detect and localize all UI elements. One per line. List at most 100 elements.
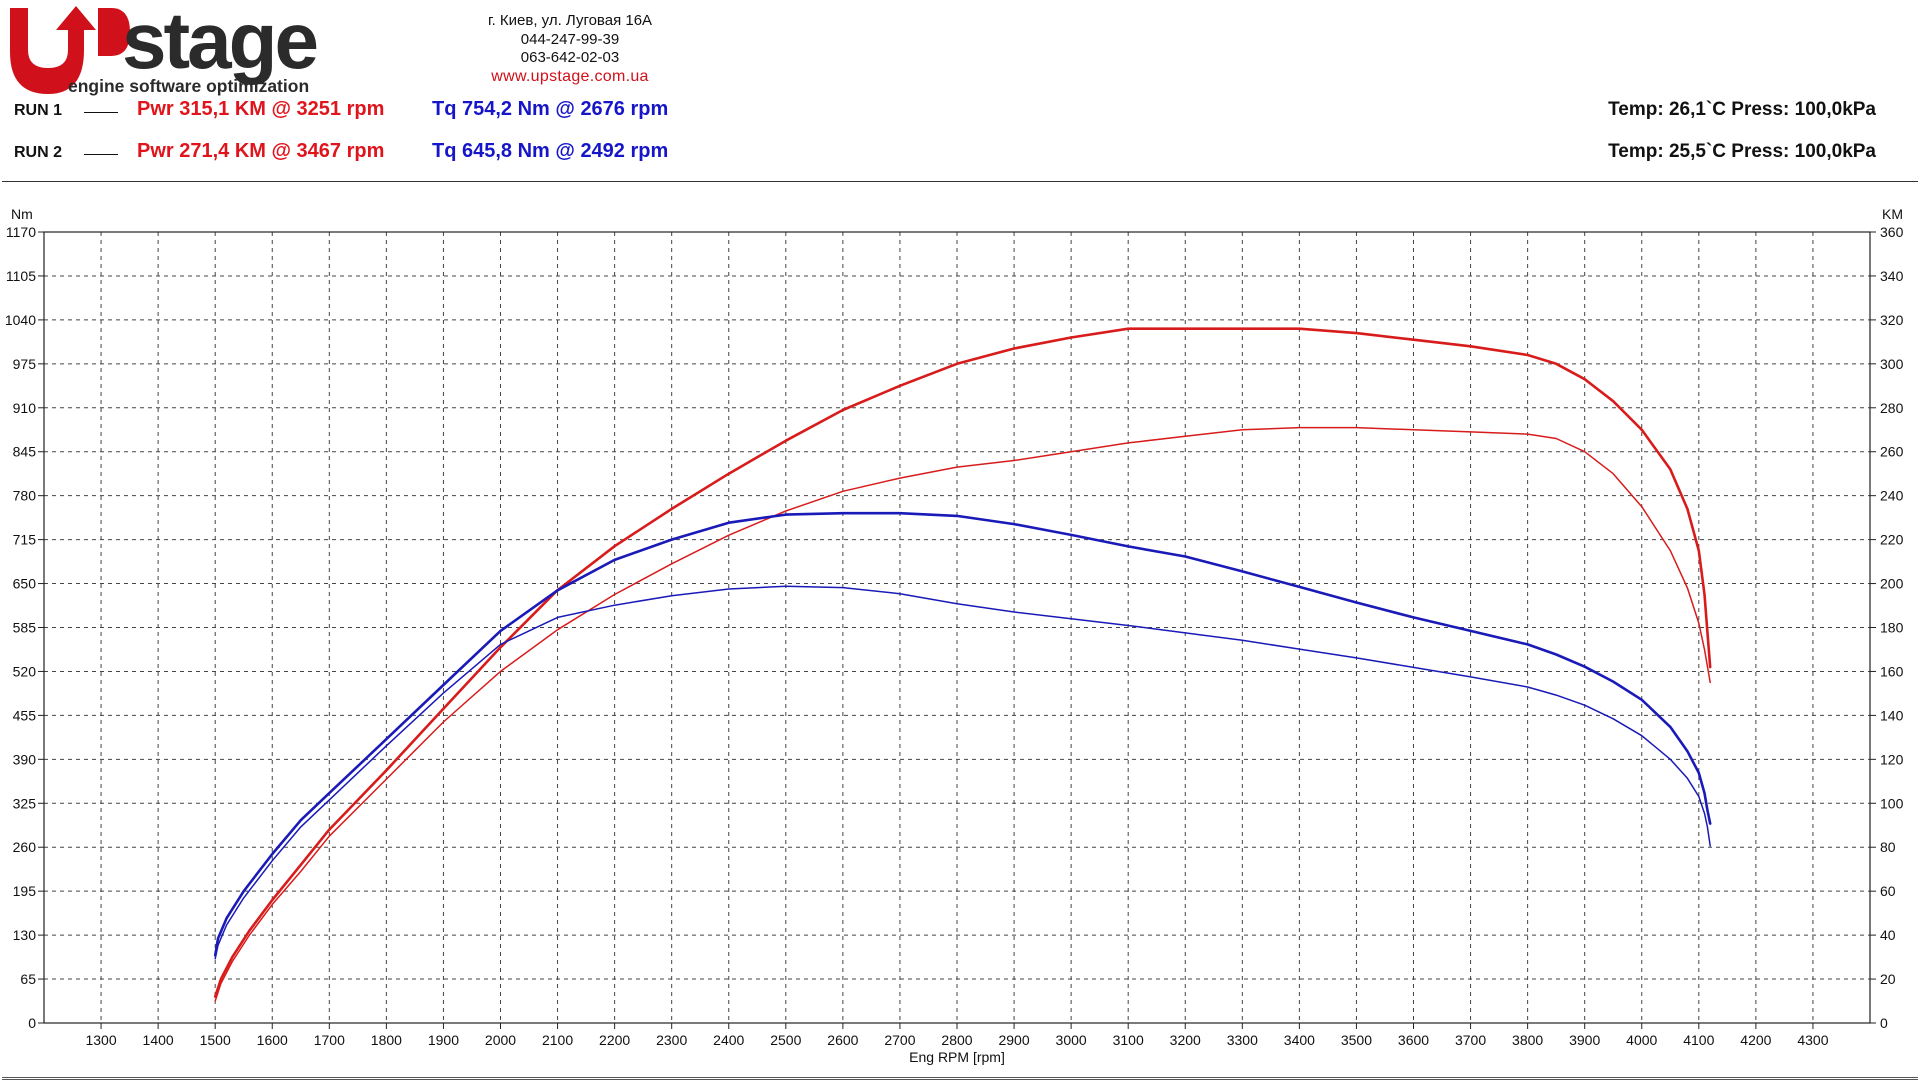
axes — [38, 231, 1876, 1029]
y-right-tick-label: 0 — [1880, 1015, 1888, 1031]
x-tick-label: 1500 — [200, 1032, 231, 1048]
phone-2: 063-642-02-03 — [520, 49, 620, 66]
series-run-1-power — [213, 327, 1712, 998]
y-left-tick-label: 715 — [13, 532, 37, 548]
x-tick-label: 1400 — [143, 1032, 174, 1048]
x-tick-label: 2000 — [485, 1032, 516, 1048]
x-tick-label: 2600 — [827, 1032, 858, 1048]
y-left-tick-label: 130 — [13, 927, 37, 943]
x-tick-label: 2900 — [998, 1032, 1029, 1048]
y-right-tick-label: 260 — [1880, 444, 1904, 460]
y-axis-right-label: KM — [1882, 206, 1903, 222]
address: г. Киев, ул. Луговая 16А — [487, 12, 653, 29]
y-right-tick-label: 220 — [1880, 532, 1904, 548]
series — [213, 327, 1712, 1002]
y-left-tick-label: 325 — [13, 795, 37, 811]
y-right-tick-label: 360 — [1880, 224, 1904, 240]
x-tick-label: 2400 — [713, 1032, 744, 1048]
x-tick-label: 3900 — [1569, 1032, 1600, 1048]
y-left-tick-label: 650 — [13, 576, 37, 592]
x-tick-label: 2100 — [542, 1032, 573, 1048]
grid — [44, 231, 1870, 1023]
x-axis-label: Eng RPM [rpm] — [909, 1049, 1005, 1065]
y-right-tick-label: 280 — [1880, 400, 1904, 416]
run-2-summary: RUN 2 Pwr 271,4 KM @ 3467 rpm Tq 645,8 N… — [0, 140, 1920, 166]
y-right-tick-label: 140 — [1880, 707, 1904, 723]
run-1-summary: RUN 1 Pwr 315,1 KM @ 3251 rpm Tq 754,2 N… — [0, 98, 1920, 124]
run-1-power: Pwr 315,1 KM @ 3251 rpm — [137, 98, 385, 120]
x-tick-label: 1900 — [428, 1032, 459, 1048]
y-left-tick-label: 195 — [13, 883, 37, 899]
y-left-tick-label: 910 — [13, 400, 37, 416]
x-tick-label: 3800 — [1512, 1032, 1543, 1048]
x-tick-label: 1300 — [85, 1032, 116, 1048]
y-left-tick-label: 975 — [13, 356, 37, 372]
series-run-2-power — [214, 426, 1711, 1002]
y-right-tick-label: 180 — [1880, 620, 1904, 636]
logo-wordmark: stage — [122, 2, 316, 85]
y-left-tick-label: 845 — [13, 444, 37, 460]
report-header: stage engine software optimization г. Ки… — [0, 0, 1920, 178]
x-tick-label: 4100 — [1683, 1032, 1714, 1048]
x-tick-label: 3000 — [1056, 1032, 1087, 1048]
y-left-tick-label: 65 — [20, 971, 36, 987]
y-right-tick-label: 240 — [1880, 488, 1904, 504]
y-left-tick-label: 520 — [13, 663, 37, 679]
upstage-logo: stage engine software optimization — [10, 2, 319, 96]
x-tick-label: 1600 — [257, 1032, 288, 1048]
y-right-tick-label: 320 — [1880, 312, 1904, 328]
dyno-chart: 1300 1400 1500 1600 1700 1800 1900 2000 2100 2200… — [5, 206, 1904, 1065]
y-left-tick-label: 455 — [13, 707, 37, 723]
run-1-torque: Tq 754,2 Nm @ 2676 rpm — [432, 98, 669, 120]
y-right-tick-label: 120 — [1880, 751, 1904, 767]
tick-labels: 1300 1400 1500 1600 1700 1800 1900 2000 2100 2200… — [5, 224, 1904, 1048]
x-tick-label: 3100 — [1113, 1032, 1144, 1048]
x-tick-label: 3200 — [1170, 1032, 1201, 1048]
run-2-label: RUN 2 — [14, 144, 63, 161]
y-right-tick-label: 60 — [1880, 883, 1896, 899]
plot-area-border — [43, 231, 1871, 1024]
run-1-conditions: Temp: 26,1`C Press: 100,0kPa — [1608, 99, 1876, 120]
y-left-tick-label: 780 — [13, 488, 37, 504]
y-right-tick-label: 20 — [1880, 971, 1896, 987]
x-tick-label: 2700 — [884, 1032, 915, 1048]
x-tick-label: 1800 — [371, 1032, 402, 1048]
x-tick-label: 3600 — [1398, 1032, 1429, 1048]
y-left-tick-label: 0 — [28, 1015, 36, 1031]
y-axis-left-label: Nm — [11, 206, 33, 222]
y-right-tick-label: 40 — [1880, 927, 1896, 943]
run-2-conditions: Temp: 25,5`C Press: 100,0kPa — [1608, 141, 1876, 162]
y-right-tick-label: 100 — [1880, 795, 1904, 811]
logo-tagline: engine software optimization — [68, 76, 309, 96]
run-1-label: RUN 1 — [14, 102, 63, 119]
x-tick-label: 1700 — [314, 1032, 345, 1048]
x-tick-label: 3500 — [1341, 1032, 1372, 1048]
y-left-tick-label: 260 — [13, 839, 37, 855]
y-right-tick-label: 200 — [1880, 576, 1904, 592]
x-tick-label: 3400 — [1284, 1032, 1315, 1048]
x-tick-label: 3300 — [1227, 1032, 1258, 1048]
dyno-chart-frame: 1300 1400 1500 1600 1700 1800 1900 2000 2100 2200… — [2, 181, 1918, 1080]
y-left-tick-label: 390 — [13, 751, 37, 767]
y-right-tick-label: 80 — [1880, 839, 1896, 855]
y-right-tick-label: 340 — [1880, 268, 1904, 284]
x-tick-label: 4200 — [1740, 1032, 1771, 1048]
contact-block: г. Киев, ул. Луговая 16А 044-247-99-39 0… — [440, 12, 700, 86]
y-left-tick-label: 585 — [13, 620, 37, 636]
x-tick-label: 4000 — [1626, 1032, 1657, 1048]
series-run-2-torque — [214, 585, 1711, 960]
x-tick-label: 2500 — [770, 1032, 801, 1048]
run-2-torque: Tq 645,8 Nm @ 2492 rpm — [432, 140, 669, 162]
y-left-tick-label: 1040 — [5, 312, 36, 328]
run-2-power: Pwr 271,4 KM @ 3467 rpm — [137, 140, 385, 162]
run-1-line-sample — [84, 112, 118, 113]
y-left-tick-label: 1105 — [6, 268, 36, 284]
x-tick-label: 2200 — [599, 1032, 630, 1048]
x-tick-label: 2300 — [656, 1032, 687, 1048]
x-tick-label: 2800 — [941, 1032, 972, 1048]
website-link[interactable]: www.upstage.com.ua — [491, 67, 649, 85]
y-left-tick-label: 1170 — [6, 224, 36, 240]
run-2-line-sample — [84, 154, 118, 155]
phone-1: 044-247-99-39 — [520, 30, 620, 48]
series-run-1-torque — [213, 511, 1712, 957]
